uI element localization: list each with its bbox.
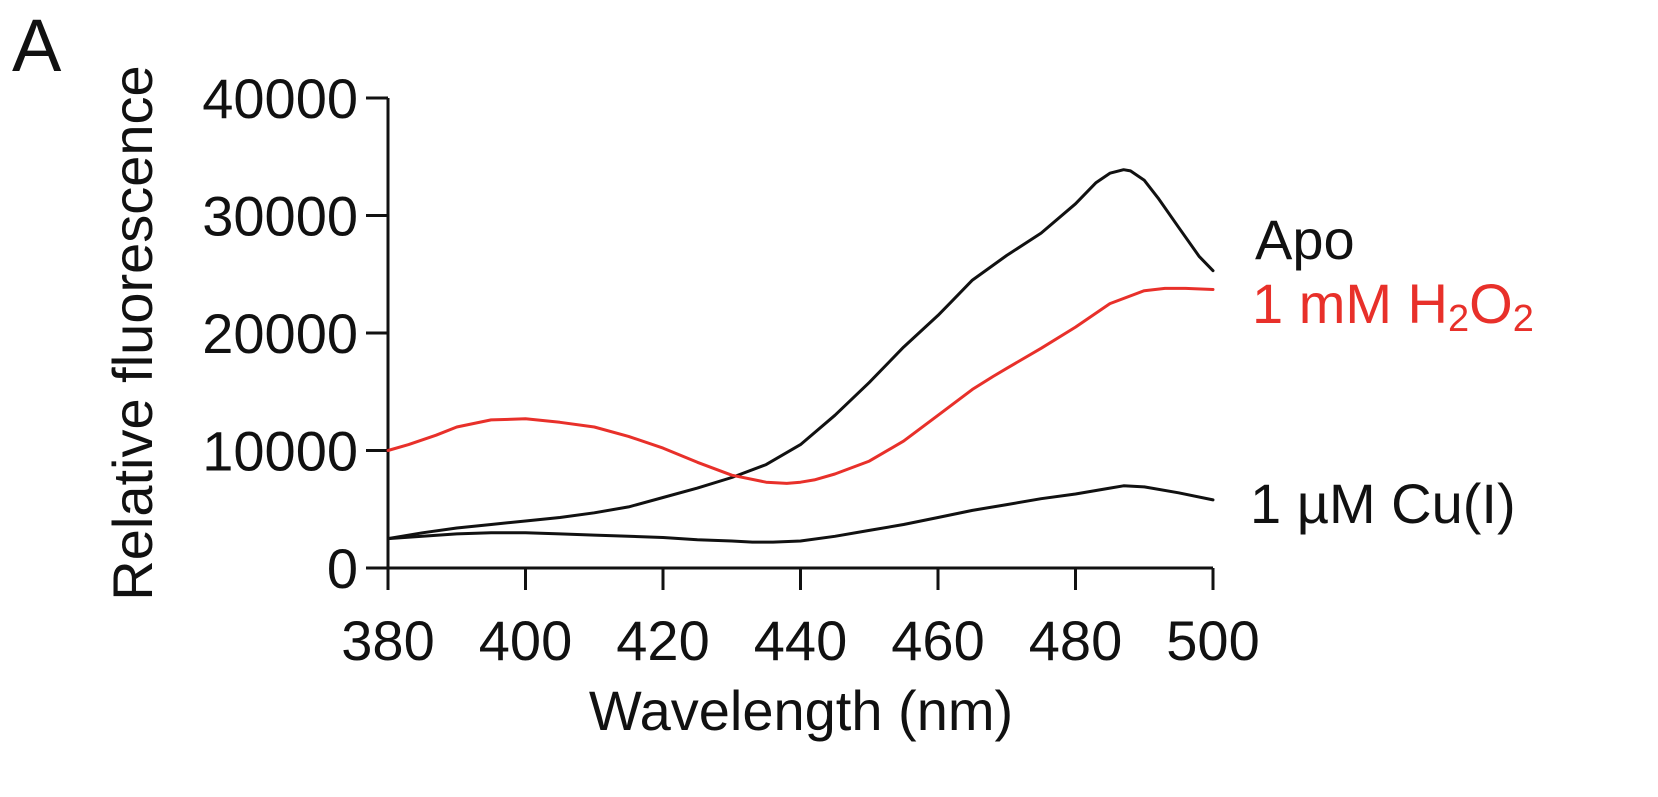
y-tick-label: 30000 <box>202 185 358 248</box>
series-label-part: 1 mM H <box>1252 272 1448 335</box>
x-tick-label: 400 <box>479 609 572 672</box>
series-label-1: 1 mM H2O2 <box>1252 272 1534 340</box>
panel-label: A <box>12 4 62 87</box>
x-tick-label: 380 <box>341 609 434 672</box>
x-tick-label: 460 <box>891 609 984 672</box>
x-tick-label: 440 <box>754 609 847 672</box>
series-label-part: 2 <box>1513 298 1534 340</box>
series-label-part: 2 <box>1448 298 1469 340</box>
series-label-part: O <box>1469 272 1513 335</box>
series-line-2 <box>386 484 1215 544</box>
series-line-1 <box>386 286 1215 485</box>
y-tick-label: 0 <box>327 537 358 600</box>
series-line-0 <box>386 168 1215 541</box>
y-axis-title: Relative fluorescence <box>101 65 164 600</box>
series-label-0: Apo <box>1255 208 1355 271</box>
x-tick-label: 500 <box>1166 609 1259 672</box>
x-tick-label: 480 <box>1029 609 1122 672</box>
y-tick-label: 40000 <box>202 67 358 130</box>
series-lines <box>386 168 1215 544</box>
y-tick-label: 10000 <box>202 420 358 483</box>
x-tick-label: 420 <box>616 609 709 672</box>
axes: 0 10000 20000 30000 40000 380 400 420 440 460 480 5… <box>202 67 1259 672</box>
series-label-part: 1 µM Cu(I) <box>1250 472 1516 535</box>
y-tick-label: 20000 <box>202 302 358 365</box>
series-label-2: 1 µM Cu(I) <box>1250 472 1516 535</box>
x-axis-title: Wavelength (nm) <box>589 679 1013 742</box>
series-label-part: Apo <box>1255 208 1355 271</box>
